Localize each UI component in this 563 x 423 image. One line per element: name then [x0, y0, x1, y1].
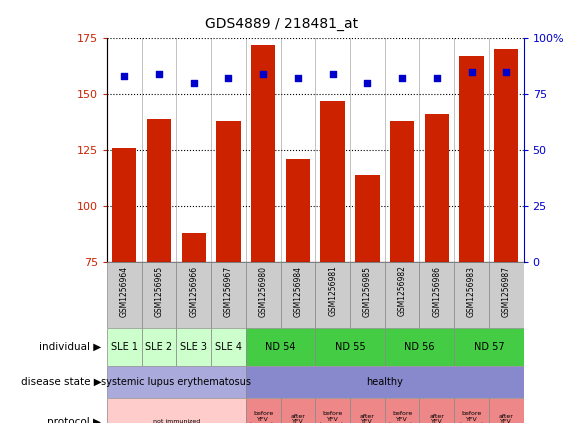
Bar: [280, 398, 315, 423]
Bar: [147, 119, 171, 262]
Text: after
YFV
immuniz: after YFV immuniz: [354, 414, 381, 423]
Text: SLE 4: SLE 4: [215, 342, 242, 352]
Bar: [320, 101, 345, 262]
Bar: [246, 398, 280, 423]
Bar: [459, 56, 484, 262]
Bar: [176, 328, 211, 366]
Point: [154, 71, 163, 77]
Bar: [280, 262, 315, 328]
Bar: [246, 328, 315, 366]
Bar: [211, 262, 246, 328]
Bar: [176, 262, 211, 328]
Bar: [355, 175, 379, 262]
Text: before
YFV
immuniz
ation: before YFV immuniz ation: [388, 411, 415, 423]
Bar: [107, 328, 142, 366]
Bar: [454, 398, 489, 423]
Text: systemic lupus erythematosus: systemic lupus erythematosus: [101, 377, 252, 387]
Bar: [315, 262, 350, 328]
Bar: [315, 328, 385, 366]
Bar: [142, 262, 176, 328]
Text: GSM1256980: GSM1256980: [259, 266, 267, 316]
Bar: [216, 121, 240, 262]
Bar: [286, 159, 310, 262]
Text: GDS4889 / 218481_at: GDS4889 / 218481_at: [205, 17, 358, 31]
Text: SLE 2: SLE 2: [145, 342, 173, 352]
Text: disease state ▶: disease state ▶: [21, 377, 101, 387]
Bar: [107, 398, 246, 423]
Text: GSM1256966: GSM1256966: [189, 266, 198, 317]
Point: [224, 75, 233, 82]
Text: GSM1256964: GSM1256964: [120, 266, 129, 317]
Bar: [385, 262, 419, 328]
Point: [502, 69, 511, 75]
Text: before
YFV
immuniz
ation: before YFV immuniz ation: [250, 411, 276, 423]
Point: [467, 69, 476, 75]
Bar: [251, 45, 275, 262]
Bar: [315, 398, 350, 423]
Bar: [390, 121, 414, 262]
Point: [432, 75, 441, 82]
Text: GSM1256983: GSM1256983: [467, 266, 476, 316]
Bar: [211, 328, 246, 366]
Text: SLE 3: SLE 3: [180, 342, 207, 352]
Point: [258, 71, 267, 77]
Bar: [454, 262, 489, 328]
Point: [328, 71, 337, 77]
Text: GSM1256986: GSM1256986: [432, 266, 441, 316]
Bar: [454, 328, 524, 366]
Point: [397, 75, 406, 82]
Text: protocol ▶: protocol ▶: [47, 417, 101, 423]
Bar: [419, 398, 454, 423]
Bar: [385, 328, 454, 366]
Text: after
YFV
immuniz: after YFV immuniz: [493, 414, 520, 423]
Text: GSM1256984: GSM1256984: [293, 266, 302, 316]
Bar: [350, 262, 385, 328]
Text: ND 57: ND 57: [473, 342, 504, 352]
Text: GSM1256967: GSM1256967: [224, 266, 233, 317]
Bar: [182, 233, 206, 262]
Bar: [425, 114, 449, 262]
Text: healthy: healthy: [367, 377, 403, 387]
Text: GSM1256987: GSM1256987: [502, 266, 511, 316]
Point: [363, 80, 372, 86]
Bar: [107, 366, 246, 398]
Bar: [246, 366, 524, 398]
Bar: [246, 262, 280, 328]
Point: [293, 75, 302, 82]
Point: [189, 80, 198, 86]
Text: GSM1256985: GSM1256985: [363, 266, 372, 316]
Bar: [419, 262, 454, 328]
Bar: [112, 148, 136, 262]
Bar: [489, 262, 524, 328]
Text: SLE 1: SLE 1: [111, 342, 138, 352]
Text: ND 56: ND 56: [404, 342, 435, 352]
Text: GSM1256982: GSM1256982: [397, 266, 406, 316]
Text: ND 54: ND 54: [265, 342, 296, 352]
Bar: [107, 262, 142, 328]
Bar: [494, 49, 519, 262]
Bar: [385, 398, 419, 423]
Point: [120, 73, 129, 80]
Text: before
YFV
immuni
zation: before YFV immuni zation: [459, 411, 484, 423]
Text: after
YFV
immuniz: after YFV immuniz: [423, 414, 450, 423]
Text: individual ▶: individual ▶: [39, 342, 101, 352]
Text: after
YFV
immuniz: after YFV immuniz: [284, 414, 311, 423]
Bar: [489, 398, 524, 423]
Text: GSM1256965: GSM1256965: [155, 266, 163, 317]
Text: ND 55: ND 55: [334, 342, 365, 352]
Text: not immunized: not immunized: [153, 420, 200, 423]
Text: before
YFV
immuniz
ation: before YFV immuniz ation: [319, 411, 346, 423]
Text: GSM1256981: GSM1256981: [328, 266, 337, 316]
Bar: [142, 328, 176, 366]
Bar: [350, 398, 385, 423]
